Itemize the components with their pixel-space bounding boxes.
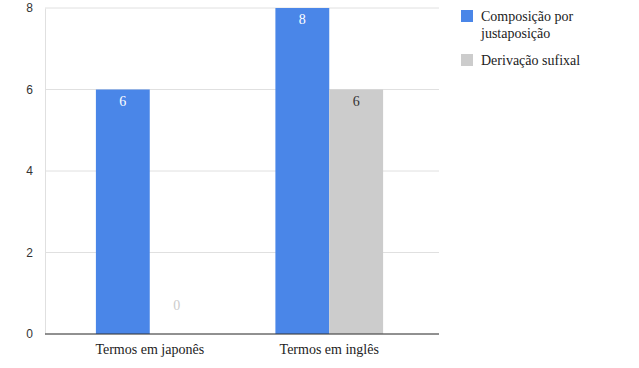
y-axis: 0 2 4 6 8: [26, 1, 45, 341]
data-label: 0: [173, 298, 180, 313]
x-tick-label: Termos em inglês: [280, 342, 379, 357]
y-axis-line: [45, 9, 46, 335]
y-tick: 0: [26, 327, 45, 341]
y-tick-label: 0: [26, 327, 33, 341]
legend-label: Derivação sufixal: [481, 53, 580, 68]
data-labels: 6 0 8 6: [119, 12, 359, 313]
bar: [96, 90, 150, 335]
bar: [275, 8, 329, 334]
legend-item: Derivação sufixal: [461, 53, 580, 68]
legend-item: Composição porjustaposição: [461, 9, 573, 41]
data-label: 6: [353, 94, 360, 109]
grid-line: [45, 8, 439, 9]
y-tick-label: 8: [26, 1, 33, 15]
grid: [45, 8, 439, 334]
legend-swatch: [461, 10, 473, 22]
y-tick: 4: [26, 164, 45, 178]
x-axis: Termos em japonês Termos em inglês: [45, 334, 439, 357]
y-tick: 6: [26, 83, 45, 97]
data-label: 6: [119, 94, 126, 109]
y-tick: 2: [26, 246, 45, 260]
bar: [329, 90, 383, 335]
x-tick: Termos em inglês: [280, 334, 379, 357]
data-label: 8: [299, 12, 306, 27]
legend: Composição porjustaposição Derivação sufi…: [461, 9, 580, 68]
grid-line: [45, 334, 439, 335]
bars: [96, 8, 383, 334]
legend-label: Composição porjustaposição: [480, 9, 573, 41]
y-tick-label: 6: [26, 83, 33, 97]
y-tick: 8: [26, 1, 45, 15]
y-tick-label: 2: [26, 246, 33, 260]
x-axis-line: [45, 334, 439, 335]
x-tick: Termos em japonês: [95, 334, 204, 357]
chart: 02468Termos em japonêsTermos em inglês60…: [0, 0, 639, 368]
x-tick-label: Termos em japonês: [95, 342, 204, 357]
y-tick-label: 4: [26, 164, 33, 178]
legend-swatch: [461, 54, 473, 66]
